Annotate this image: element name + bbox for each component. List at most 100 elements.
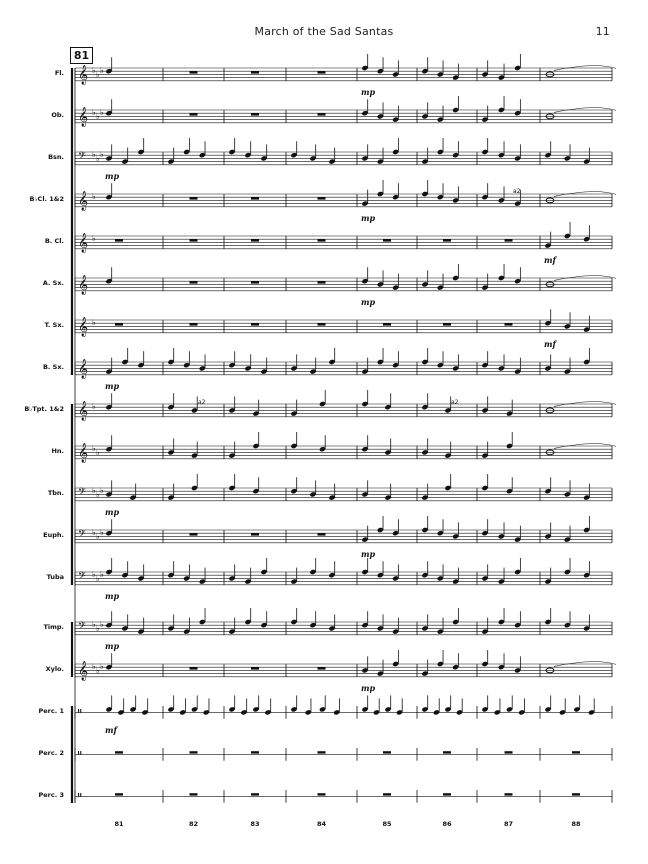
instrument-label: A. Sx. (42, 279, 64, 287)
percussion-note (333, 698, 340, 715)
note (245, 141, 252, 158)
note (482, 474, 489, 491)
note (362, 480, 369, 497)
note (106, 144, 113, 161)
staff (75, 445, 612, 460)
percussion-note (130, 695, 137, 712)
instrument-label: Tbn. (47, 489, 64, 497)
percussion-note (319, 695, 326, 712)
score-title: March of the Sad Santas (254, 25, 394, 38)
staff (75, 319, 612, 334)
staff (75, 663, 612, 678)
note (437, 519, 444, 536)
note (245, 567, 252, 584)
note (392, 273, 399, 290)
whole-rest (317, 113, 326, 116)
note (291, 399, 298, 416)
measure-number: 86 (442, 820, 452, 828)
flat-icon: ♭ (92, 486, 96, 495)
percussion-note (433, 698, 440, 715)
flat-icon: ♭ (96, 624, 100, 633)
note (452, 653, 459, 670)
note (422, 438, 429, 455)
instrument-label: Ob. (51, 111, 64, 119)
measure-number: 87 (503, 820, 514, 828)
note (168, 561, 175, 578)
note (583, 614, 590, 631)
percussion-note (168, 695, 175, 712)
note (183, 138, 190, 155)
note (253, 399, 260, 416)
note (452, 141, 459, 158)
treble-clef-icon: 𝄞 (78, 107, 88, 127)
a2-marking: a2 (198, 399, 206, 406)
percussion-note (574, 695, 581, 712)
whole-rest (443, 751, 451, 754)
percussion-note (142, 698, 149, 715)
note (583, 516, 590, 533)
note (377, 348, 384, 365)
percussion-note (253, 695, 260, 712)
percussion-note (203, 698, 210, 715)
percussion-note (559, 698, 566, 715)
note (564, 525, 571, 542)
staff (75, 361, 612, 376)
instrument-label: B♭Cl. 1&2 (29, 195, 64, 203)
note (514, 54, 521, 71)
note (514, 611, 521, 628)
note (422, 57, 429, 74)
flat-icon: ♭ (100, 66, 104, 75)
note (545, 309, 552, 326)
tie (553, 661, 617, 667)
flat-icon: ♭ (92, 192, 96, 201)
note (422, 147, 429, 164)
whole-rest (115, 793, 123, 796)
whole-rest (251, 323, 259, 326)
tie (553, 443, 617, 449)
dynamic-marking: mp (105, 590, 120, 601)
whole-rest (317, 667, 326, 670)
whole-rest (189, 793, 198, 796)
note (122, 561, 129, 578)
pickup-note (106, 519, 113, 536)
instrument-label: Tuba (46, 573, 64, 581)
percussion-clef-icon: 𝄥 (78, 747, 82, 760)
note (452, 608, 459, 625)
note (377, 561, 384, 578)
note (583, 483, 590, 500)
percussion-note (422, 695, 429, 712)
note (452, 567, 459, 584)
whole-rest (504, 751, 513, 754)
note (191, 474, 198, 491)
note (514, 558, 521, 575)
note (498, 141, 505, 158)
percussion-note (545, 695, 552, 712)
whole-rest (189, 667, 198, 670)
note (498, 63, 505, 80)
instrument-label: B. Sx. (42, 363, 64, 371)
note (545, 231, 552, 248)
percussion-note (265, 698, 272, 715)
whole-rest (189, 113, 198, 116)
treble-clef-icon: 𝄞 (78, 275, 88, 295)
note (106, 357, 113, 374)
percussion-clef-icon: 𝄥 (78, 789, 82, 802)
note (482, 650, 489, 667)
note (122, 348, 129, 365)
note (229, 138, 236, 155)
whole-rest (443, 793, 451, 796)
staff (75, 193, 612, 208)
note (377, 180, 384, 197)
percussion-note (385, 695, 392, 712)
note (482, 441, 489, 458)
note (291, 608, 298, 625)
instrument-label: Fl. (54, 69, 64, 77)
note (422, 516, 429, 533)
note (261, 611, 268, 628)
note (392, 60, 399, 77)
bass-clef-icon: 𝄢 (78, 528, 86, 542)
note (362, 558, 369, 575)
note (545, 567, 552, 584)
measure-number: 81 (114, 820, 124, 828)
flat-icon: ♭ (100, 486, 104, 495)
